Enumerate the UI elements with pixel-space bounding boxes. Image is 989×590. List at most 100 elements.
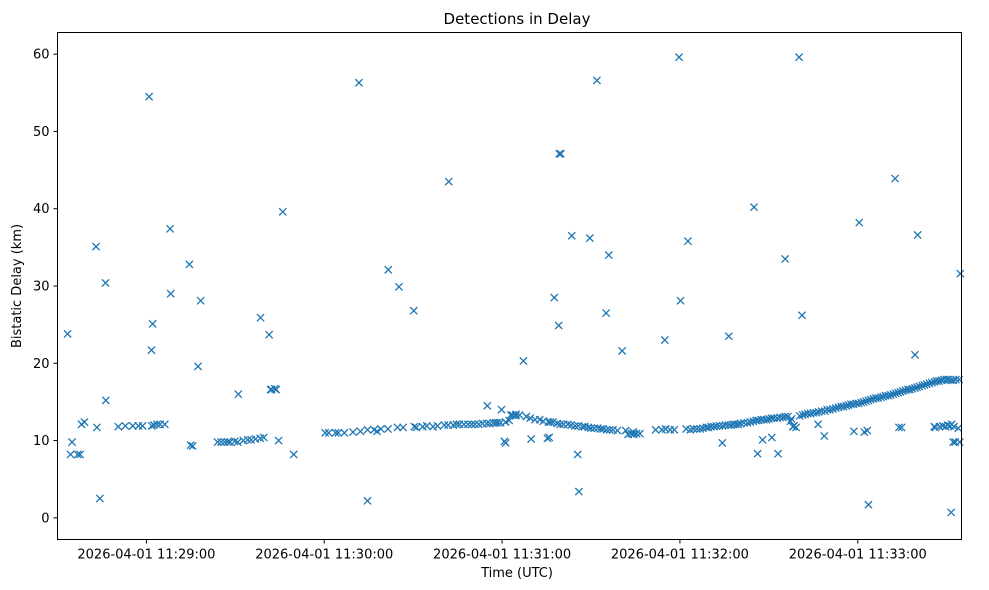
data-point: [920, 380, 929, 389]
data-point: [272, 385, 281, 394]
data-point: [798, 411, 807, 420]
data-point: [515, 411, 524, 420]
data-point: [898, 387, 907, 396]
data-point: [863, 426, 872, 435]
data-point: [674, 53, 684, 62]
data-point: [369, 425, 379, 434]
data-point: [795, 53, 804, 62]
data-point: [354, 78, 363, 87]
data-point: [526, 414, 535, 423]
data-point: [213, 438, 222, 447]
data-point: [739, 418, 749, 427]
data-point: [910, 383, 920, 393]
data-point: [493, 418, 503, 427]
data-point: [820, 431, 829, 440]
data-point: [905, 385, 914, 394]
data-point: [604, 251, 613, 260]
data-point: [602, 425, 611, 434]
data-point: [585, 234, 594, 243]
data-point: [185, 260, 194, 269]
data-point: [854, 399, 863, 408]
data-point: [792, 423, 801, 432]
x-tick-label: 2026-04-01 11:31:00: [433, 548, 571, 563]
data-point: [651, 425, 660, 434]
data-point: [758, 435, 767, 444]
data-point: [762, 415, 771, 424]
data-point: [259, 433, 268, 442]
data-point: [787, 414, 796, 423]
data-point: [66, 450, 75, 459]
data-point: [849, 427, 858, 436]
data-point: [394, 282, 404, 291]
x-tick-label: 2026-04-01 11:30:00: [255, 548, 393, 563]
data-point: [196, 296, 205, 305]
data-point: [75, 450, 85, 459]
data-point: [927, 378, 936, 387]
data-point: [243, 435, 252, 444]
data-point: [862, 397, 871, 406]
data-point: [831, 404, 840, 413]
data-point: [574, 487, 583, 496]
data-point: [922, 380, 931, 389]
data-point: [186, 441, 195, 450]
data-point: [749, 203, 759, 212]
data-point: [676, 296, 685, 305]
data-point: [114, 422, 123, 431]
data-point: [101, 278, 110, 287]
data-point: [483, 401, 492, 410]
data-point: [605, 425, 614, 434]
y-axis-ticks: 0 10 20 30 40 50 60: [33, 48, 58, 526]
data-point: [683, 237, 692, 246]
data-point: [864, 500, 873, 509]
data-point: [166, 289, 175, 298]
data-point: [894, 388, 903, 397]
data-point: [256, 313, 265, 322]
y-tick-label: 40: [33, 202, 50, 217]
data-point: [384, 265, 393, 274]
data-point: [910, 350, 920, 359]
data-point: [278, 207, 287, 216]
data-point: [376, 424, 385, 434]
data-point: [891, 174, 900, 183]
y-tick-label: 30: [33, 280, 50, 295]
data-point: [795, 411, 804, 420]
data-point: [166, 224, 175, 233]
data-point: [590, 424, 599, 433]
data-point: [527, 434, 536, 444]
data-point: [91, 242, 101, 251]
data-point: [876, 393, 885, 402]
data-point: [440, 421, 449, 430]
data-point: [889, 390, 898, 399]
data-point: [340, 428, 349, 437]
data-point: [635, 429, 644, 438]
data-point: [80, 417, 89, 427]
data-point: [724, 332, 733, 341]
data-point: [556, 420, 565, 429]
data-point: [145, 92, 154, 101]
data-point: [409, 306, 418, 315]
data-point: [570, 421, 580, 430]
data-point: [866, 395, 875, 404]
data-point: [934, 377, 944, 386]
data-point: [956, 269, 965, 278]
data-point: [274, 436, 283, 445]
data-point: [482, 419, 491, 428]
data-point: [618, 346, 627, 355]
y-tick-label: 60: [33, 48, 50, 63]
data-point: [955, 438, 964, 447]
data-point: [399, 423, 408, 432]
data-point: [613, 426, 622, 435]
data-point: [410, 422, 419, 431]
data-point: [324, 428, 333, 437]
data-point: [467, 420, 476, 429]
data-point: [160, 420, 169, 429]
data-point: [321, 428, 330, 437]
data-point: [812, 408, 821, 417]
data-point: [573, 450, 582, 459]
y-tick-label: 50: [33, 125, 50, 140]
data-point: [121, 421, 130, 430]
y-axis-label: Bistatic Delay (km): [10, 224, 25, 348]
x-axis-ticks: 2026-04-01 11:29:00 2026-04-01 11:30:00 20…: [77, 539, 927, 563]
data-point: [363, 496, 372, 505]
